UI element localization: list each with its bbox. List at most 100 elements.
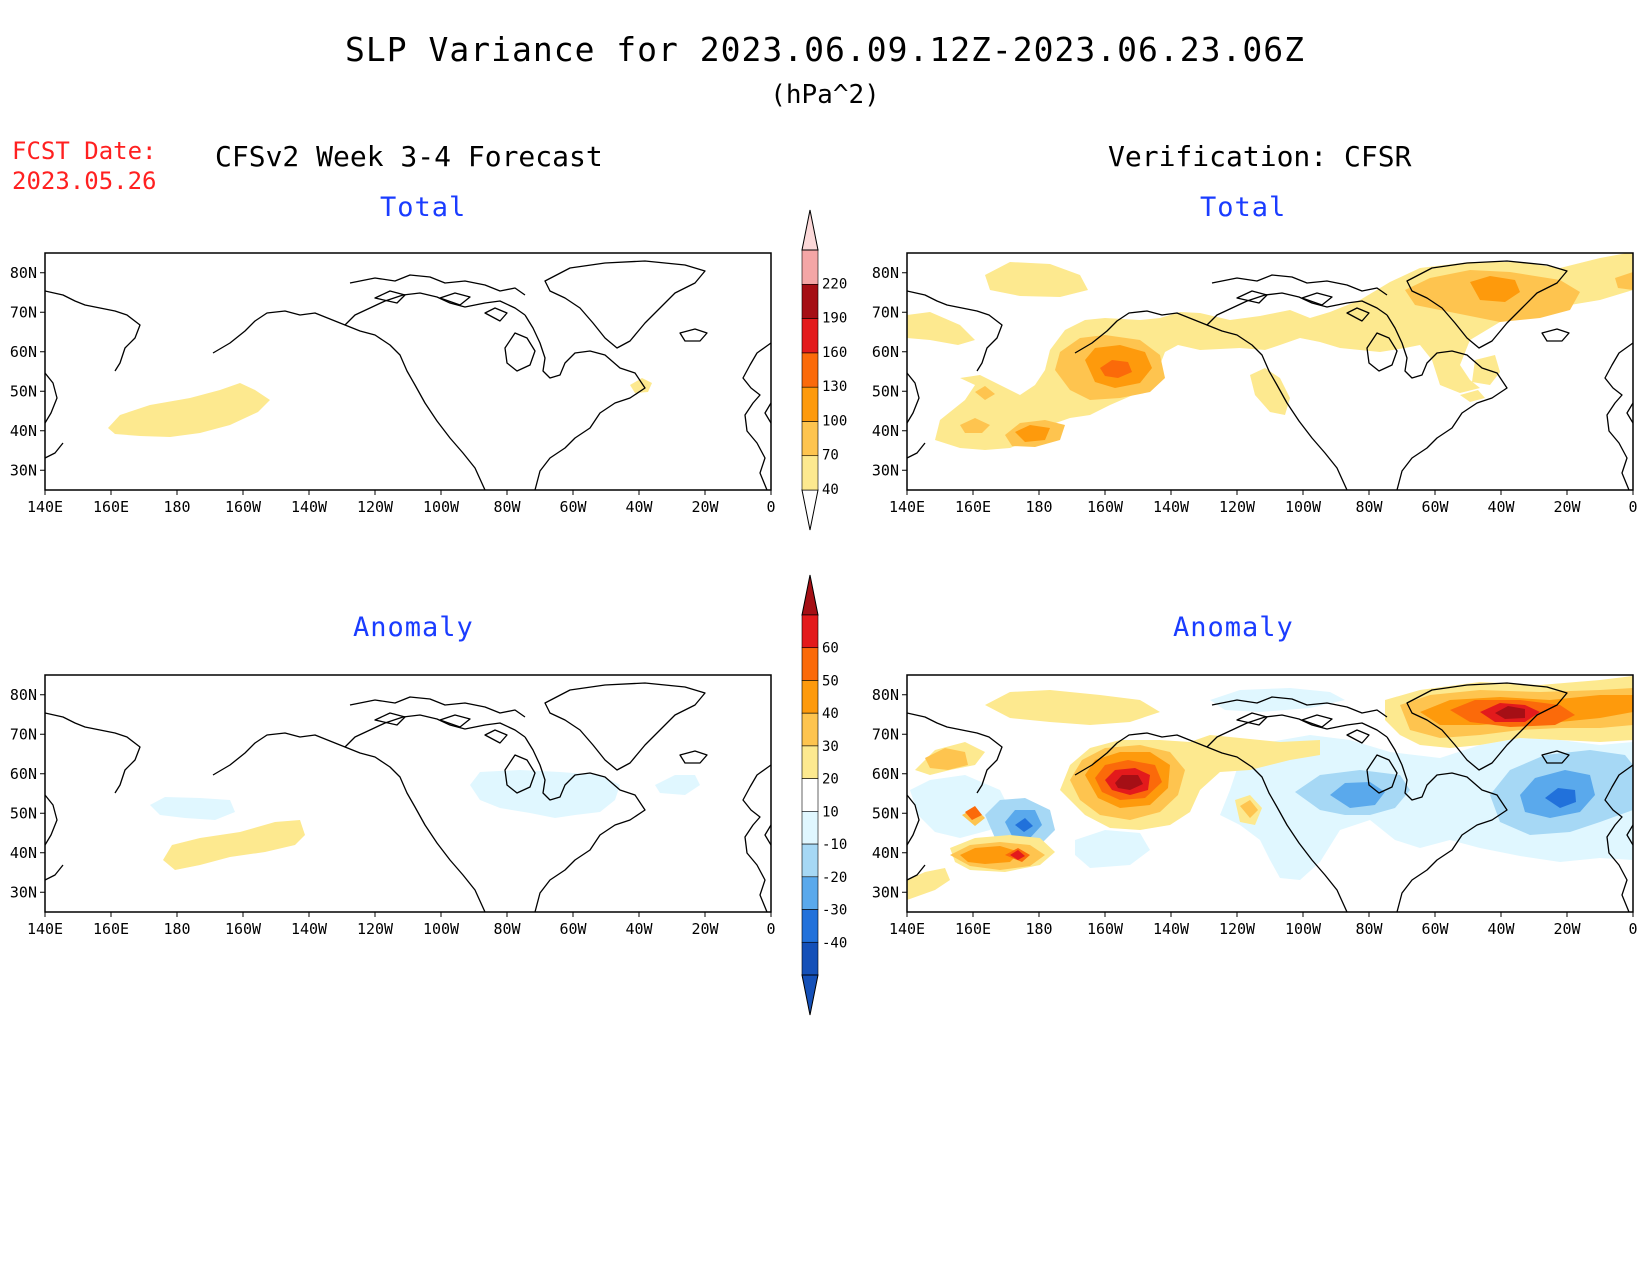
lon-label-fcst-total: 20W [691,498,719,516]
contour-verif-total-100-pac [1015,425,1050,442]
lon-label-fcst-total: 60W [559,498,587,516]
contour-verif-anom-pos40-pac2 [965,806,982,820]
lon-label-verif-total: 80W [1355,498,1383,516]
contour-verif-total-70-pac3 [975,386,995,400]
contour-verif-total-40-c [1250,368,1290,415]
colorbar-total: 40 70 100 130 160 190 220 [801,209,847,531]
contour-fcst-anom-pos-pac [163,820,305,870]
contour-fcst-total-atlantic [630,378,652,393]
lon-label-verif-anomaly: 40W [1487,920,1515,938]
lat-label-verif-total: 40N [872,422,899,440]
left-column-title: CFSv2 Week 3-4 Forecast [215,140,603,173]
lon-label-verif-anomaly: 100W [1285,920,1322,938]
colorbar-total-label: 220 [822,276,847,292]
contour-verif-anom-pos10-top [985,690,1160,725]
colorbar-total-label: 100 [822,413,847,429]
colorbar-anomaly-swatch [801,614,819,649]
fcst-date-value: 2023.05.26 [12,167,157,195]
lon-label-verif-total: 160E [955,498,991,516]
colorbar-anomaly-label: -40 [822,935,847,951]
panel-verification-anomaly [906,674,1634,913]
colorbar-anomaly: 60 50 40 30 20 10 -10 -20 -30 -40 [801,574,847,1016]
lon-label-fcst-anomaly: 100W [423,920,460,938]
lat-label-verif-total: 30N [872,461,899,479]
lat-label-verif-anomaly: 50N [872,804,899,822]
lon-label-verif-total: 160W [1087,498,1124,516]
figure-title: SLP Variance for 2023.06.09.12Z-2023.06.… [345,30,1305,69]
axis-labels: 140E 160E 180 160W 140W 120W 100W 80W 60W 40W 20W 0… [10,264,1638,938]
colorbar-anomaly-swatch [801,909,819,943]
lon-label-verif-total: 100W [1285,498,1322,516]
lat-label-verif-total: 80N [872,264,899,282]
lon-label-fcst-anomaly: 180 [163,920,190,938]
colorbar-total-swatch [801,249,819,285]
lon-label-fcst-anomaly: 0 [766,920,775,938]
lat-label-fcst-total: 70N [10,303,37,321]
lat-label-fcst-anomaly: 60N [10,765,37,783]
fcst-date-label-line1: FCST Date: [12,137,157,165]
lat-label-fcst-anomaly: 70N [10,725,37,743]
lon-label-fcst-anomaly: 80W [493,920,521,938]
contour-verif-anom-pos10-sw [907,868,950,900]
lat-label-verif-anomaly: 60N [872,765,899,783]
lon-label-verif-anomaly: 60W [1421,920,1449,938]
lat-label-verif-anomaly: 30N [872,883,899,901]
colorbar-anomaly-swatch [801,778,819,812]
lon-label-fcst-anomaly: 160W [225,920,262,938]
colorbar-total-swatch [801,421,819,457]
colorbar-total-swatch [801,318,819,354]
lat-label-fcst-total: 50N [10,382,37,400]
colorbar-anomaly-swatch [801,843,819,878]
right-column-title: Verification: CFSR [1108,140,1412,173]
contour-verif-total-70-e [1615,272,1633,290]
lat-label-verif-anomaly: 40N [872,844,899,862]
colorbar-anomaly-swatch [801,647,819,681]
colorbar-anomaly-label: 60 [822,641,839,657]
contour-verif-anom-pos30-pac [960,846,1020,864]
lat-label-fcst-anomaly: 80N [10,686,37,704]
contour-verif-anom-pos20-pacnw [925,748,968,770]
lon-label-fcst-total: 40W [625,498,653,516]
fcst-date-label: FCST Date: 2023.05.26 [12,136,157,196]
contour-verif-anom-pos60-alaska [1115,775,1143,790]
panel-verification-total [906,252,1634,491]
colorbar-total-label: 130 [822,379,847,395]
lon-label-verif-anomaly: 140E [889,920,925,938]
lon-label-fcst-total: 100W [423,498,460,516]
panel-title-verif-total: Total [1200,192,1287,223]
lon-label-fcst-total: 120W [357,498,394,516]
lon-label-fcst-total: 80W [493,498,521,516]
lon-label-verif-total: 60W [1421,498,1449,516]
colorbar-anomaly-label: 10 [822,804,839,820]
colorbar-anomaly-label: 40 [822,706,839,722]
panel-title-fcst-total: Total [380,192,467,223]
panel-forecast-total [44,252,772,491]
lat-label-fcst-anomaly: 40N [10,844,37,862]
lon-label-verif-anomaly: 180 [1025,920,1052,938]
colorbar-total-lower-arrow [801,489,819,531]
colorbar-total-swatch [801,386,819,422]
colorbar-total-label: 40 [822,482,839,498]
lat-label-verif-anomaly: 70N [872,725,899,743]
lon-label-verif-anomaly: 160E [955,920,991,938]
lon-label-fcst-anomaly: 140E [27,920,63,938]
colorbar-anomaly-label: -20 [822,870,847,886]
lat-label-verif-total: 60N [872,343,899,361]
lon-label-verif-total: 140E [889,498,925,516]
lon-label-verif-anomaly: 160W [1087,920,1124,938]
contour-verif-total-40-b [907,312,975,345]
lon-label-fcst-total: 160W [225,498,262,516]
colorbar-anomaly-swatch [801,811,819,845]
colorbar-anomaly-swatch [801,876,819,910]
colorbar-total-upper-arrow [801,209,819,251]
colorbar-total-label: 70 [822,448,839,464]
colorbar-anomaly-swatch [801,712,819,747]
lat-label-verif-anomaly: 80N [872,686,899,704]
contour-verif-total-40-a [985,262,1088,297]
lat-label-fcst-anomaly: 50N [10,804,37,822]
colorbar-anomaly-label: 30 [822,739,839,755]
lat-label-verif-total: 70N [872,303,899,321]
lat-label-fcst-anomaly: 30N [10,883,37,901]
colorbar-total-label: 160 [822,345,847,361]
